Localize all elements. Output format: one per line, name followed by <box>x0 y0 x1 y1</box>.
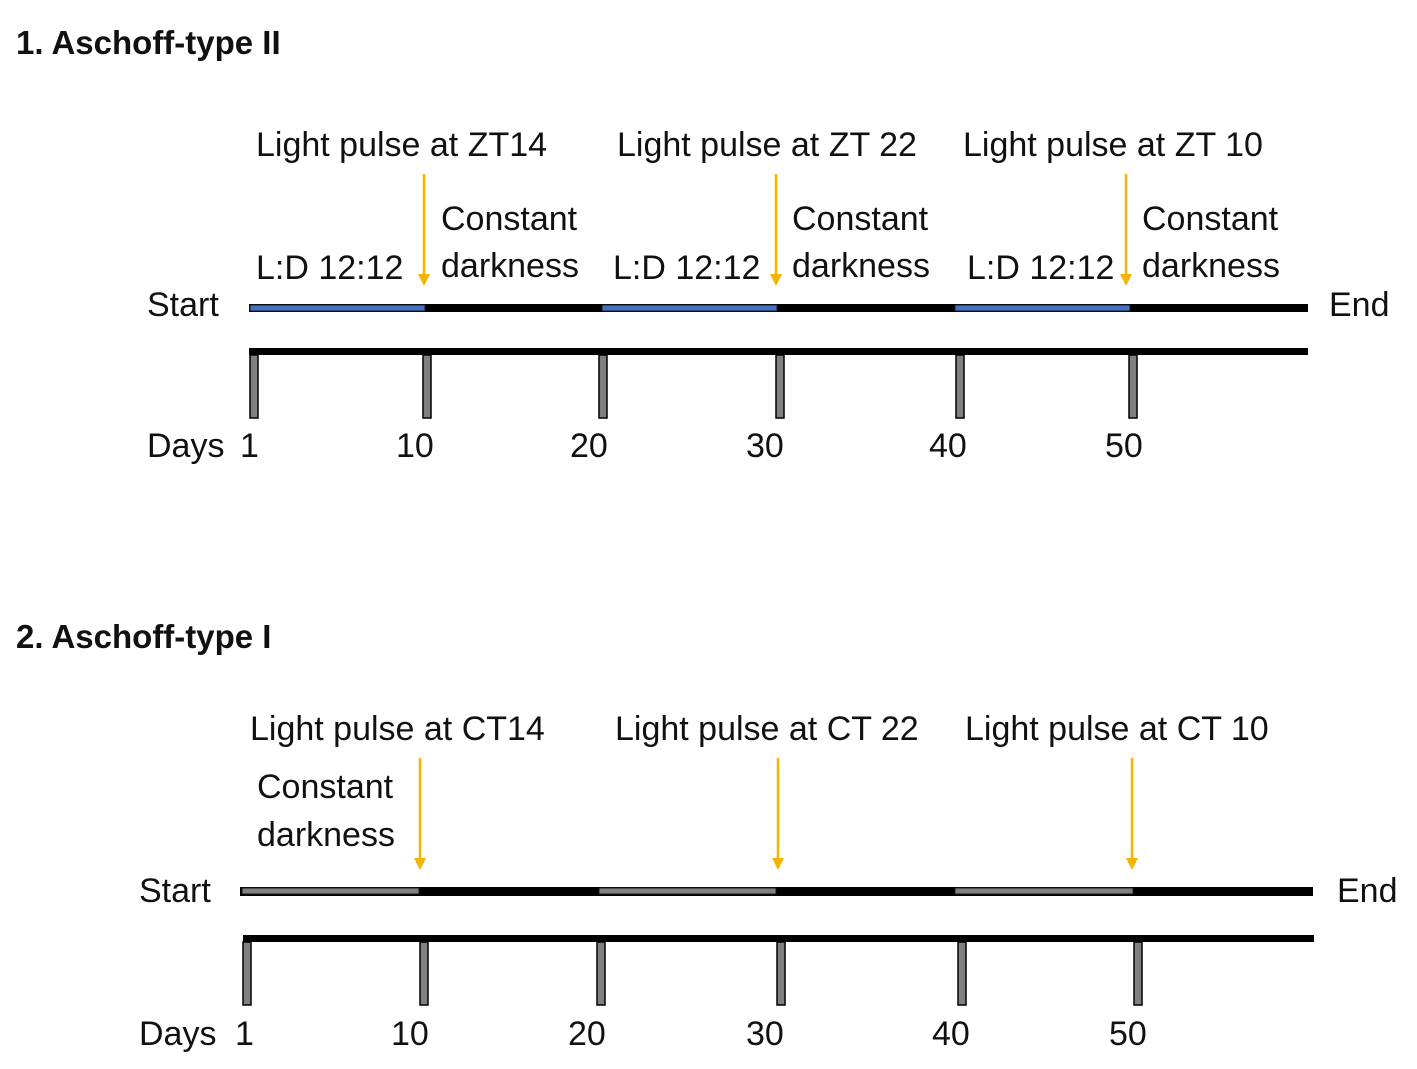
day-tick-label: 40 <box>929 427 967 465</box>
light-pulse-arrow <box>1126 758 1138 870</box>
light-dark-segment <box>601 304 778 312</box>
light-pulse-arrow <box>772 758 784 870</box>
day-tick <box>596 941 606 1006</box>
pulse-label: Light pulse at ZT 10 <box>963 126 1263 164</box>
days-label: Days <box>147 427 224 465</box>
constant-darkness-label: darkness <box>1142 247 1280 285</box>
day-tick <box>598 354 608 419</box>
day-tick <box>957 941 967 1006</box>
day-tick-label: 1 <box>240 427 259 465</box>
pulse-label: Light pulse at CT14 <box>250 710 545 748</box>
panel-heading: 1. Aschoff-type II <box>16 24 281 61</box>
constant-darkness-label: darkness <box>441 247 579 285</box>
constant-darkness-segment <box>598 887 777 895</box>
entrainment-label: L:D 12:12 <box>613 249 760 287</box>
constant-darkness-label: Constant <box>441 200 578 238</box>
day-tick-label: 10 <box>391 1015 429 1053</box>
constant-darkness-label: Constant <box>1142 200 1279 238</box>
panel-heading: 2. Aschoff-type I <box>16 618 271 655</box>
light-pulse-arrow <box>418 174 430 286</box>
day-tick <box>419 941 429 1006</box>
light-pulse-arrow <box>414 758 426 870</box>
day-axis <box>249 348 1308 355</box>
panel-aschoff-type-i: 2. Aschoff-type I Light pulse at CT14 Li… <box>16 618 1398 1053</box>
entrainment-label: L:D 12:12 <box>256 249 403 287</box>
day-tick-label: 50 <box>1109 1015 1147 1053</box>
day-tick-label: 20 <box>570 427 608 465</box>
light-pulse-arrow <box>1120 174 1132 286</box>
day-tick-label: 40 <box>932 1015 970 1053</box>
constant-darkness-segment <box>241 887 420 895</box>
pulse-label: Light pulse at ZT14 <box>256 126 547 164</box>
pulse-label: Light pulse at ZT 22 <box>617 126 917 164</box>
start-label: Start <box>139 872 211 910</box>
day-tick <box>1133 941 1143 1006</box>
pulse-label: Light pulse at CT 10 <box>965 710 1269 748</box>
day-tick-label: 20 <box>568 1015 606 1053</box>
day-tick-label: 30 <box>746 1015 784 1053</box>
day-tick <box>242 941 252 1006</box>
end-label: End <box>1329 286 1390 324</box>
light-dark-segment <box>954 304 1131 312</box>
constant-darkness-label: darkness <box>257 816 395 854</box>
constant-darkness-label: Constant <box>792 200 929 238</box>
entrainment-label: L:D 12:12 <box>967 249 1114 287</box>
day-tick <box>776 941 786 1006</box>
light-dark-segment <box>249 304 426 312</box>
day-tick-label: 1 <box>235 1015 254 1053</box>
pulse-label: Light pulse at CT 22 <box>615 710 919 748</box>
days-label: Days <box>139 1015 216 1053</box>
day-tick-label: 10 <box>396 427 434 465</box>
constant-darkness-label: darkness <box>792 247 930 285</box>
day-axis <box>243 935 1314 942</box>
end-label: End <box>1337 872 1398 910</box>
start-label: Start <box>147 286 219 324</box>
day-tick <box>955 354 965 419</box>
day-tick <box>249 354 259 419</box>
day-tick-label: 50 <box>1105 427 1143 465</box>
day-tick <box>775 354 785 419</box>
panel-aschoff-type-ii: 1. Aschoff-type II Light pulse at ZT14 L… <box>16 24 1390 465</box>
protocol-timeline <box>249 304 1308 312</box>
light-pulse-arrow <box>770 174 782 286</box>
day-tick <box>422 354 432 419</box>
constant-darkness-segment <box>954 887 1134 895</box>
day-tick-label: 30 <box>746 427 784 465</box>
day-tick <box>1128 354 1138 419</box>
constant-darkness-label: Constant <box>257 768 394 806</box>
